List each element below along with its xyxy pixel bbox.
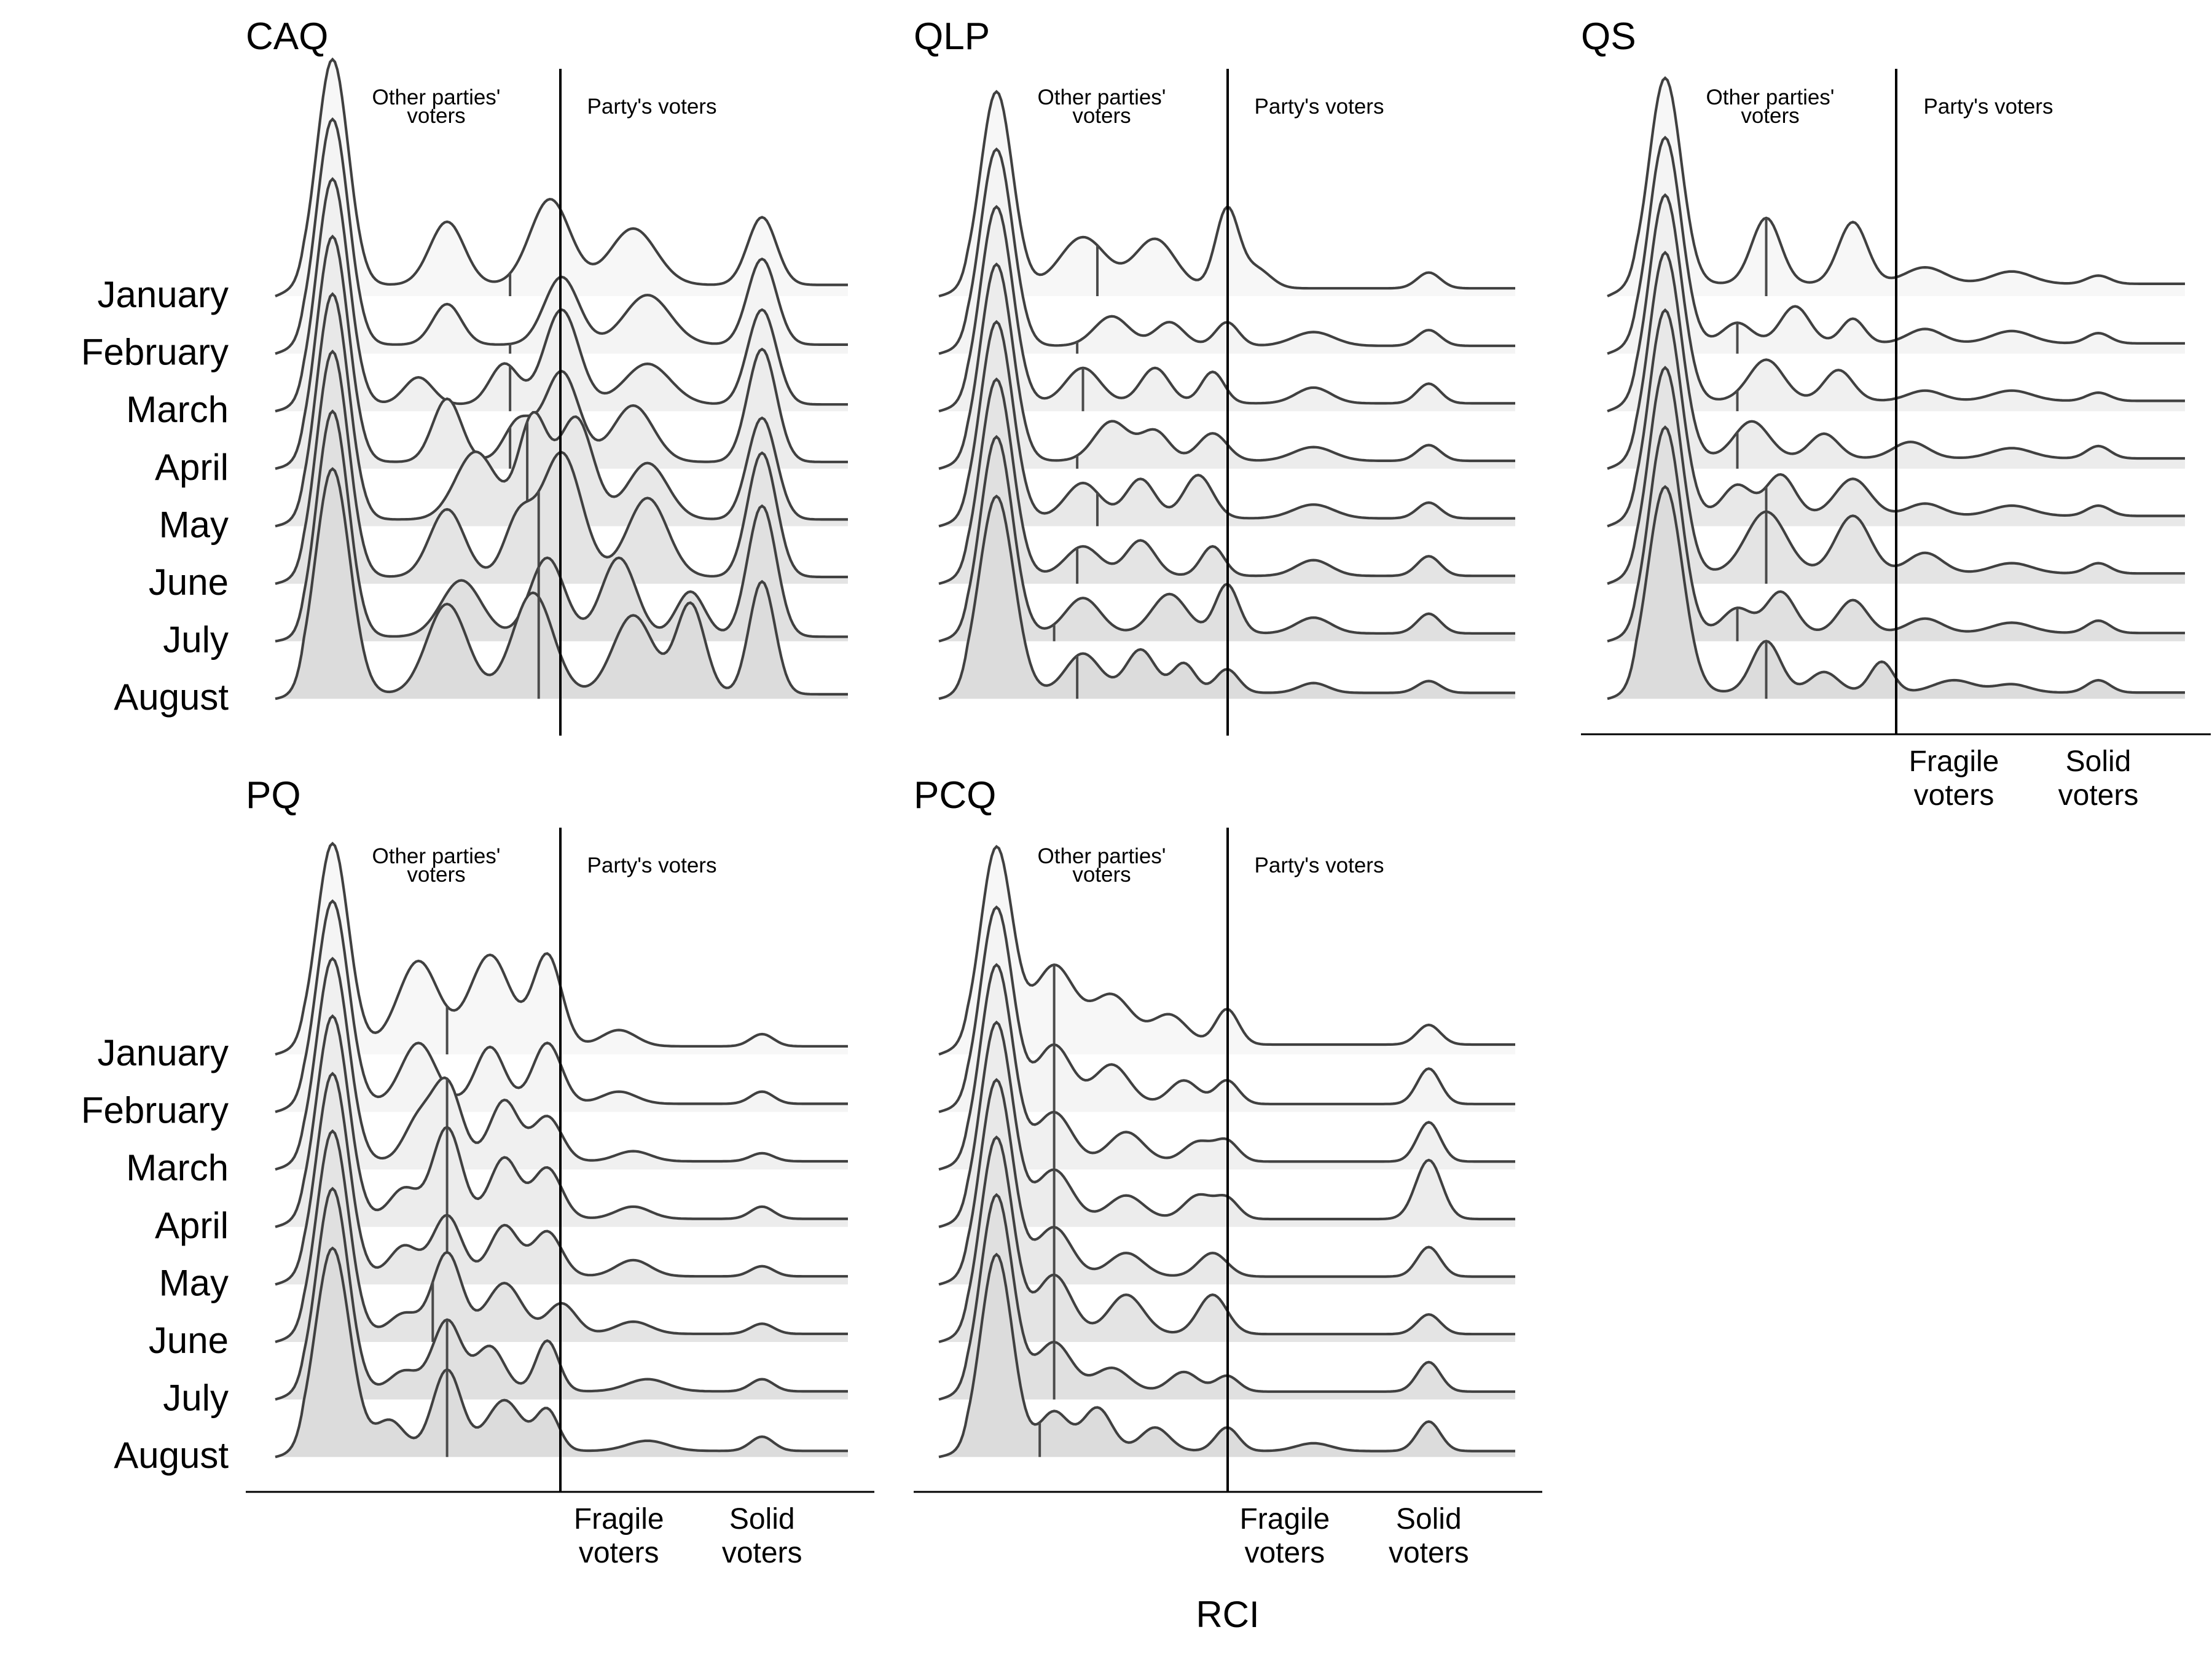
x-tick-label: Solid voters bbox=[722, 1503, 802, 1569]
region-label-party: Party's voters bbox=[1255, 95, 1384, 119]
month-label: April bbox=[155, 447, 229, 488]
region-label-other: Other parties' voters bbox=[1706, 85, 1835, 128]
region-label-other: Other parties' voters bbox=[372, 844, 501, 887]
month-label: April bbox=[155, 1205, 229, 1246]
month-label: May bbox=[159, 1262, 229, 1303]
month-label: March bbox=[126, 389, 229, 430]
ridge-fill-february bbox=[275, 901, 848, 1112]
month-label: May bbox=[159, 504, 229, 545]
x-tick-label: Fragile voters bbox=[1909, 745, 1999, 812]
month-label: February bbox=[81, 1090, 229, 1131]
month-label: July bbox=[163, 619, 229, 661]
ridge-fill-january bbox=[939, 92, 1515, 296]
region-label-party: Party's voters bbox=[1255, 853, 1384, 877]
panel-title: PCQ bbox=[914, 774, 996, 817]
panel-title: QS bbox=[1581, 15, 1636, 58]
ridge-fill-august bbox=[275, 1248, 848, 1457]
x-tick-label: Fragile voters bbox=[1239, 1503, 1330, 1569]
panel-qlp: QLP Other parties' voters Party's voters bbox=[914, 15, 1515, 736]
month-label: August bbox=[114, 1435, 229, 1476]
month-label: January bbox=[98, 1032, 229, 1073]
ridge-fill-june bbox=[1607, 367, 2185, 584]
panel-title: CAQ bbox=[246, 15, 328, 58]
month-label: January bbox=[98, 274, 229, 315]
x-tick-label: Solid voters bbox=[1389, 1503, 1469, 1569]
month-label: March bbox=[126, 1147, 229, 1188]
region-label-party: Party's voters bbox=[587, 95, 717, 119]
panel-pcq: PCQ Other parties' voters Party's voters Fra… bbox=[914, 774, 1542, 1569]
month-label: July bbox=[163, 1378, 229, 1419]
month-label: June bbox=[149, 1320, 229, 1361]
panel-pq: PQ Other parties' voters Party's voters Frag… bbox=[81, 774, 874, 1569]
region-label-other: Other parties' voters bbox=[1038, 844, 1166, 887]
x-axis-title: RCI bbox=[1196, 1594, 1259, 1635]
ridge-fill-august bbox=[1607, 487, 2185, 699]
month-label: August bbox=[114, 677, 229, 718]
ridge-fill-january bbox=[275, 843, 848, 1054]
panel-title: QLP bbox=[914, 15, 990, 58]
month-label: June bbox=[149, 562, 229, 603]
panel-caq: CAQ Other parties' voters Party's voters Jan… bbox=[81, 15, 848, 736]
ridge-fill-march bbox=[275, 959, 848, 1170]
x-tick-label: Fragile voters bbox=[574, 1503, 664, 1569]
ridge-fill-august bbox=[939, 1254, 1515, 1457]
region-label-other: Other parties' voters bbox=[372, 85, 501, 128]
month-label: February bbox=[81, 332, 229, 373]
ridge-fill-august bbox=[939, 496, 1515, 699]
region-label-party: Party's voters bbox=[1924, 95, 2053, 119]
region-label-party: Party's voters bbox=[587, 853, 717, 877]
region-label-other: Other parties' voters bbox=[1038, 85, 1166, 128]
panel-title: PQ bbox=[246, 774, 301, 817]
panel-qs: QS Other parties' voters Party's voters Frag… bbox=[1581, 15, 2211, 812]
x-tick-label: Solid voters bbox=[2058, 745, 2139, 812]
ridge-fill-january bbox=[939, 846, 1515, 1054]
